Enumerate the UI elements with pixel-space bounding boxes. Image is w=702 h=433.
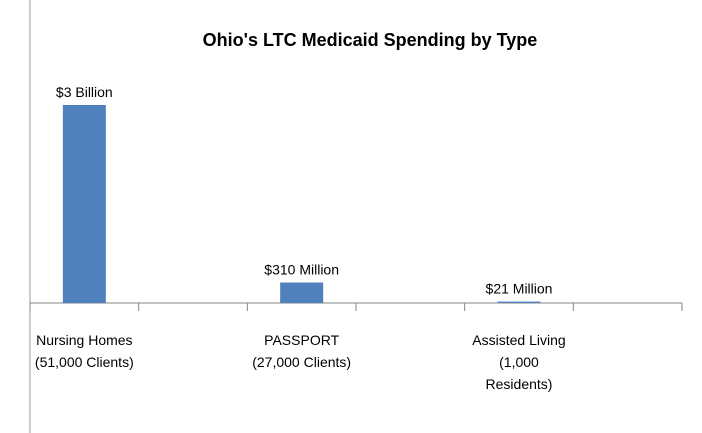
x-tick-label: Nursing Homes (51,000 Clients)	[34, 332, 134, 370]
data-label: $21 Million	[486, 281, 553, 297]
chart-title: Ohio's LTC Medicaid Spending by Type	[203, 30, 538, 50]
x-tick-label: PASSPORT (27,000 Clients)	[252, 332, 352, 370]
x-tick-label: Assisted Living (1,000 Residents)	[472, 332, 566, 392]
bar	[62, 105, 106, 303]
data-label: $3 Billion	[56, 84, 113, 100]
bar	[280, 282, 324, 303]
bar	[497, 301, 541, 303]
data-label: $310 Million	[264, 262, 339, 278]
